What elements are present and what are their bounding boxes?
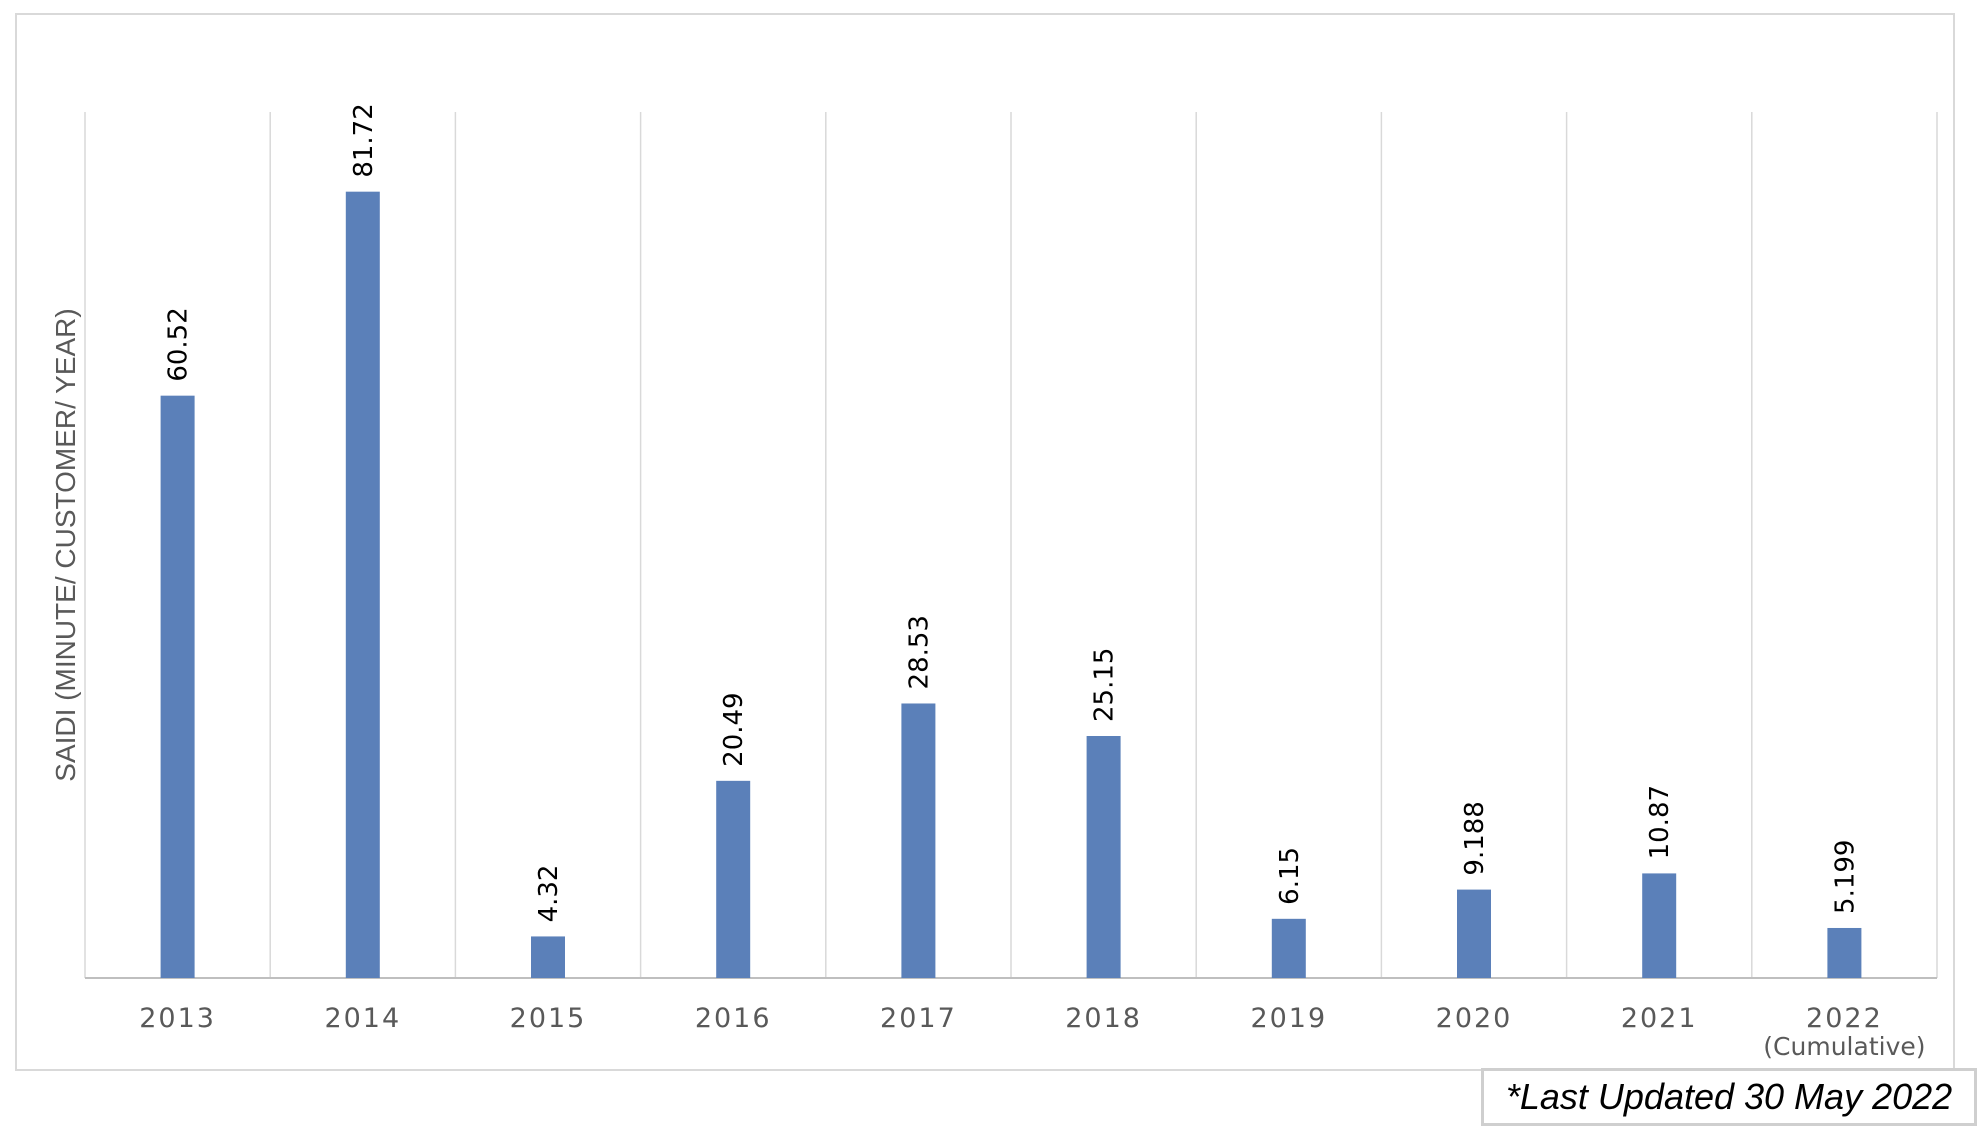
bar-2021 (1642, 873, 1677, 978)
data-label-2014: 81.72 (349, 103, 379, 177)
bar-2022 (1827, 927, 1862, 978)
bar-2020 (1457, 889, 1491, 978)
bar-2019 (1271, 918, 1306, 978)
data-label-2019: 6.15 (1275, 847, 1305, 905)
bar-2017 (901, 703, 936, 978)
x-tick-sublabel-2022: (Cumulative) (1763, 1032, 1925, 1061)
x-tick-label-2020: 2020 (1436, 1003, 1513, 1034)
x-tick-label-2022: 2022 (1806, 1003, 1883, 1034)
data-label-2018: 25.15 (1090, 648, 1120, 722)
grid-layer (84, 112, 1938, 979)
x-tick-label-2013: 2013 (139, 1003, 216, 1034)
y-axis-label: SAIDI (MINUTE/ CUSTOMER/ YEAR) (50, 308, 81, 781)
x-tick-label-2019: 2019 (1250, 1003, 1327, 1034)
data-label-2015: 4.32 (534, 865, 564, 923)
chart-frame (15, 13, 1955, 1071)
data-label-2022: 5.199 (1830, 840, 1860, 914)
bar-2013 (160, 395, 195, 979)
data-label-2013: 60.52 (164, 307, 194, 381)
data-label-2016: 20.49 (719, 692, 749, 766)
bar-2014 (345, 191, 380, 978)
x-tick-label-2018: 2018 (1065, 1003, 1142, 1034)
bar-layer (160, 191, 1862, 979)
last-updated-text: *Last Updated 30 May 2022 (1505, 1076, 1953, 1117)
x-tick-label-2021: 2021 (1621, 1003, 1698, 1034)
data-label-2017: 28.53 (904, 615, 934, 689)
bar-2015 (531, 936, 565, 978)
x-tick-label-2014: 2014 (324, 1003, 401, 1034)
label-layer: 60.52 2013 81.72 2014 4.32 2015 20.49 2016 28.53… (139, 103, 1925, 1061)
last-updated-note: *Last Updated 30 May 2022 (1481, 1068, 1977, 1126)
data-label-2021: 10.87 (1645, 785, 1675, 859)
data-label-2020: 9.188 (1460, 801, 1490, 875)
x-tick-label-2015: 2015 (510, 1003, 587, 1034)
bar-2016 (716, 780, 751, 978)
bar-2018 (1086, 736, 1121, 978)
x-tick-label-2017: 2017 (880, 1003, 957, 1034)
x-tick-label-2016: 2016 (695, 1003, 772, 1034)
